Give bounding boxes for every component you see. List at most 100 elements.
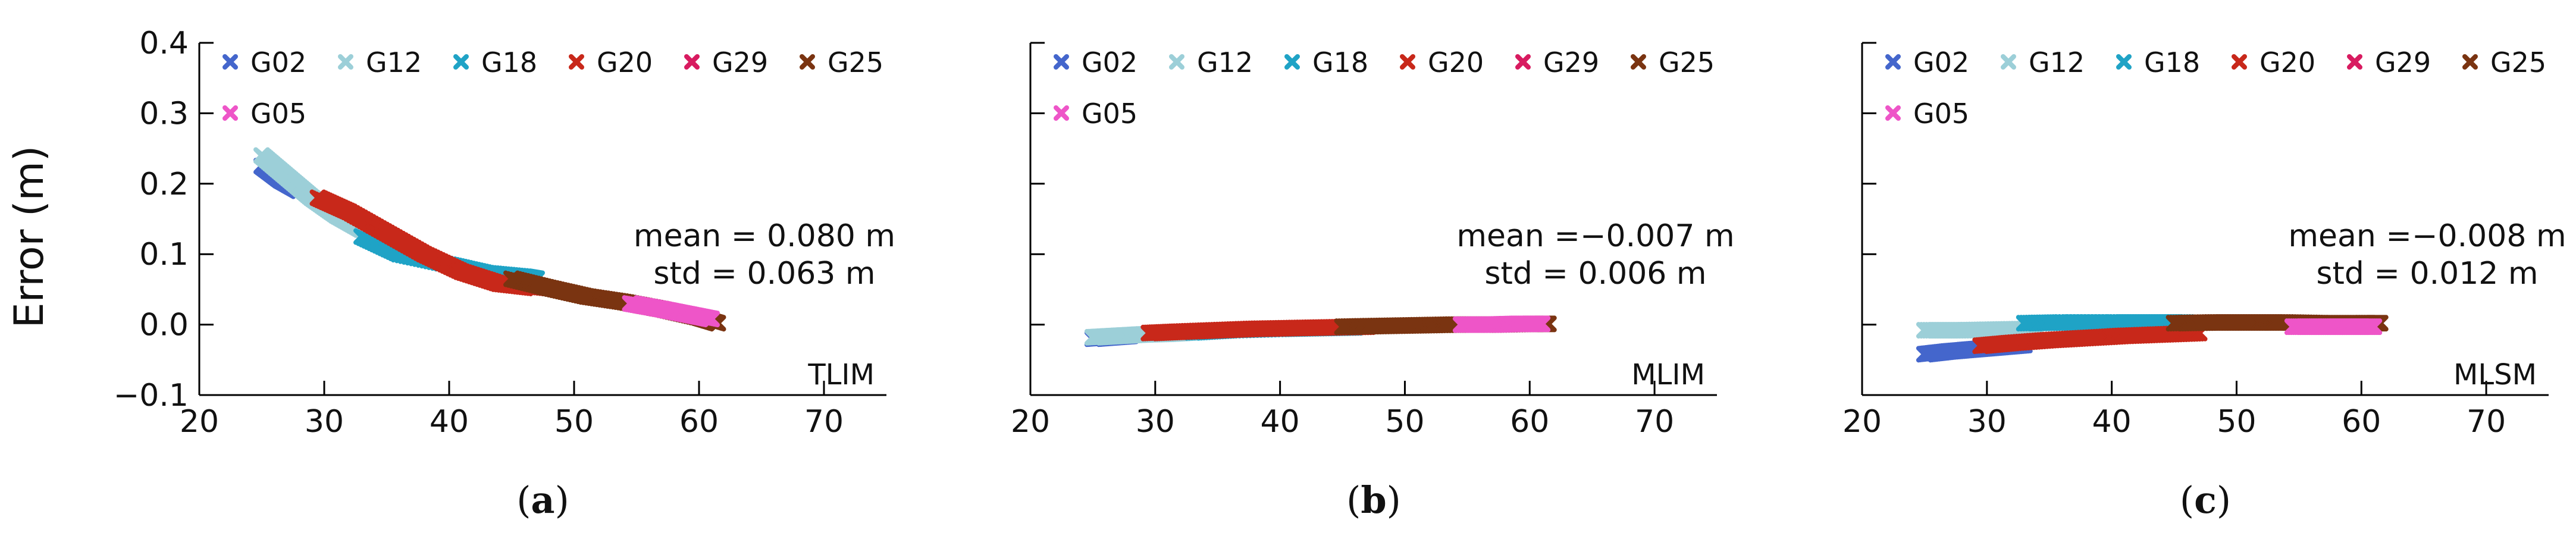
series-G05 bbox=[1452, 315, 1551, 333]
legend-label: G12 bbox=[366, 46, 422, 79]
series-G20 bbox=[309, 189, 545, 297]
data-point bbox=[703, 311, 720, 328]
y-tick-label: 0.0 bbox=[139, 308, 189, 343]
chart-panel-c: 20 30 40 50 60 70 G02 G12 G18 G20 G29 G25 G05 mean =−… bbox=[1842, 42, 2566, 522]
x-tick-label: 50 bbox=[554, 404, 594, 440]
method-label: MLSM bbox=[2453, 358, 2537, 391]
caption-close-paren: ) bbox=[2217, 478, 2231, 522]
y-axis-label: Error (m) bbox=[6, 146, 53, 328]
legend-label: G20 bbox=[2260, 46, 2315, 79]
series-G20 bbox=[1972, 324, 2208, 355]
x-tick-label: 50 bbox=[1385, 404, 1424, 440]
x-tick-label: 20 bbox=[1011, 404, 1050, 440]
legend: G02 G12 G18 G20 G29 G25 G05 bbox=[1885, 46, 2546, 130]
caption-open-paren: ( bbox=[1346, 478, 1361, 522]
x-tick-label: 70 bbox=[1635, 404, 1674, 440]
legend-marker bbox=[338, 54, 353, 70]
legend-label: G05 bbox=[1082, 98, 1137, 130]
legend-label: G18 bbox=[1312, 46, 1368, 79]
legend-marker bbox=[1515, 54, 1531, 70]
mean-annotation: mean =−0.007 m bbox=[1456, 218, 1734, 254]
x-tick-label: 30 bbox=[1136, 404, 1175, 440]
legend-marker bbox=[684, 54, 700, 70]
y-tick-label: 0.4 bbox=[139, 26, 189, 61]
caption-letter: b bbox=[1361, 478, 1386, 522]
x-tick-label: 20 bbox=[1842, 404, 1882, 440]
std-annotation: std = 0.012 m bbox=[2316, 256, 2538, 292]
legend-marker bbox=[1284, 54, 1300, 70]
legend-marker bbox=[1631, 54, 1646, 70]
legend-label: G29 bbox=[712, 46, 768, 79]
legend-label: G18 bbox=[2144, 46, 2200, 79]
panel-caption: (b) bbox=[1346, 478, 1401, 522]
panel-caption: (c) bbox=[2180, 478, 2231, 522]
x-tick-label: 40 bbox=[430, 404, 469, 440]
x-tick-label: 20 bbox=[180, 404, 219, 440]
chart-panel-b: 20 30 40 50 60 70 G02 G12 G18 G20 G29 G25 G05 mean =−… bbox=[1011, 42, 1735, 522]
y-tick-label: 0.1 bbox=[139, 237, 189, 272]
legend-label: G12 bbox=[2029, 46, 2085, 79]
mean-annotation: mean =−0.008 m bbox=[2288, 218, 2566, 254]
x-tick-label: 70 bbox=[2467, 404, 2506, 440]
data-point bbox=[1534, 315, 1551, 333]
caption-close-paren: ) bbox=[1387, 478, 1401, 522]
y-tick-label: 0.2 bbox=[139, 167, 189, 202]
legend-marker bbox=[800, 54, 815, 70]
series-G05 bbox=[622, 295, 720, 328]
legend-marker bbox=[2232, 54, 2247, 70]
legend-marker bbox=[222, 54, 238, 70]
legend-label: G25 bbox=[1659, 46, 1715, 79]
caption-close-paren: ) bbox=[555, 478, 569, 522]
panel-caption: (a) bbox=[516, 478, 569, 522]
chart-panel-a: 20 30 40 50 60 70 −0.1 0.0 0.1 0.2 0.3 0.4 G02 G12 G18… bbox=[114, 26, 895, 522]
method-label: MLIM bbox=[1631, 358, 1705, 391]
legend-marker bbox=[222, 105, 238, 121]
legend-marker bbox=[453, 54, 469, 70]
legend-marker bbox=[1885, 105, 1901, 121]
legend-label: G12 bbox=[1197, 46, 1253, 79]
y-tick-label: 0.3 bbox=[139, 96, 189, 131]
series-G05 bbox=[2284, 318, 2383, 336]
caption-letter: c bbox=[2194, 478, 2217, 522]
legend-label: G25 bbox=[2490, 46, 2546, 79]
x-tick-label: 60 bbox=[1510, 404, 1549, 440]
legend-label: G02 bbox=[1082, 46, 1137, 79]
legend-marker bbox=[1400, 54, 1415, 70]
x-tick-label: 40 bbox=[2092, 404, 2132, 440]
legend-marker bbox=[2347, 54, 2362, 70]
legend-marker bbox=[1054, 105, 1069, 121]
legend-label: G02 bbox=[250, 46, 306, 79]
series-G20 bbox=[1140, 318, 1376, 342]
legend-marker bbox=[2462, 54, 2478, 70]
x-tick-label: 50 bbox=[2217, 404, 2256, 440]
x-tick-label: 30 bbox=[305, 404, 344, 440]
legend-label: G18 bbox=[481, 46, 537, 79]
legend-label: G25 bbox=[828, 46, 883, 79]
y-tick-label: −0.1 bbox=[114, 378, 189, 413]
x-tick-label: 60 bbox=[679, 404, 719, 440]
legend-marker bbox=[2001, 54, 2016, 70]
data-point bbox=[2365, 318, 2383, 336]
x-tick-label: 40 bbox=[1261, 404, 1300, 440]
legend: G02 G12 G18 G20 G29 G25 G05 bbox=[1054, 46, 1715, 130]
x-tick-label: 60 bbox=[2342, 404, 2381, 440]
legend-label: G29 bbox=[1543, 46, 1599, 79]
mean-annotation: mean = 0.080 m bbox=[634, 218, 895, 254]
caption-open-paren: ( bbox=[2180, 478, 2194, 522]
std-annotation: std = 0.006 m bbox=[1484, 256, 1706, 292]
legend-label: G02 bbox=[1913, 46, 1969, 79]
legend-marker bbox=[2116, 54, 2132, 70]
legend-marker bbox=[1054, 54, 1069, 70]
legend-label: G20 bbox=[597, 46, 653, 79]
legend-marker bbox=[1169, 54, 1184, 70]
legend-label: G05 bbox=[1913, 98, 1969, 130]
legend-label: G29 bbox=[2375, 46, 2431, 79]
std-annotation: std = 0.063 m bbox=[653, 256, 875, 292]
legend: G02 G12 G18 G20 G29 G25 G05 bbox=[222, 46, 883, 130]
x-tick-label: 70 bbox=[804, 404, 844, 440]
legend-marker bbox=[1885, 54, 1901, 70]
caption-open-paren: ( bbox=[516, 478, 531, 522]
x-tick-label: 30 bbox=[1967, 404, 2007, 440]
caption-letter: a bbox=[531, 478, 554, 522]
